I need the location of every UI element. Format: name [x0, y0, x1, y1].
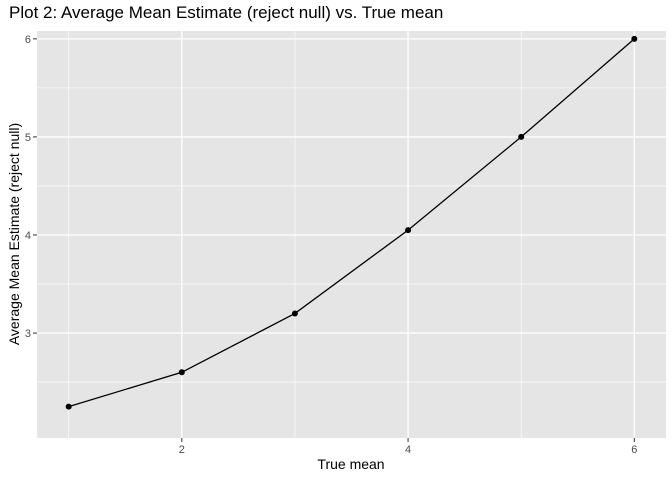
x-tick-label: 6	[631, 444, 637, 456]
y-tick-label: 5	[25, 132, 31, 144]
minor-gridlines	[37, 31, 666, 438]
data-point	[631, 35, 638, 42]
x-axis-label: True mean	[317, 456, 385, 472]
y-tick-label: 3	[25, 328, 31, 340]
x-tick-label: 4	[405, 444, 411, 456]
data-point	[178, 369, 185, 376]
chart-title: Plot 2: Average Mean Estimate (reject nu…	[9, 3, 444, 22]
series-line	[68, 38, 635, 408]
data-point	[405, 227, 412, 234]
y-tick-label: 6	[25, 34, 31, 46]
axis-ticks: 2 4 6 3 4 5 6	[25, 34, 638, 456]
data-point	[65, 403, 72, 410]
data-series	[65, 35, 638, 410]
y-tick-label: 4	[25, 230, 31, 242]
major-gridlines	[37, 31, 666, 438]
x-tick-label: 2	[179, 444, 185, 456]
data-point	[291, 310, 298, 317]
data-point	[518, 133, 525, 140]
